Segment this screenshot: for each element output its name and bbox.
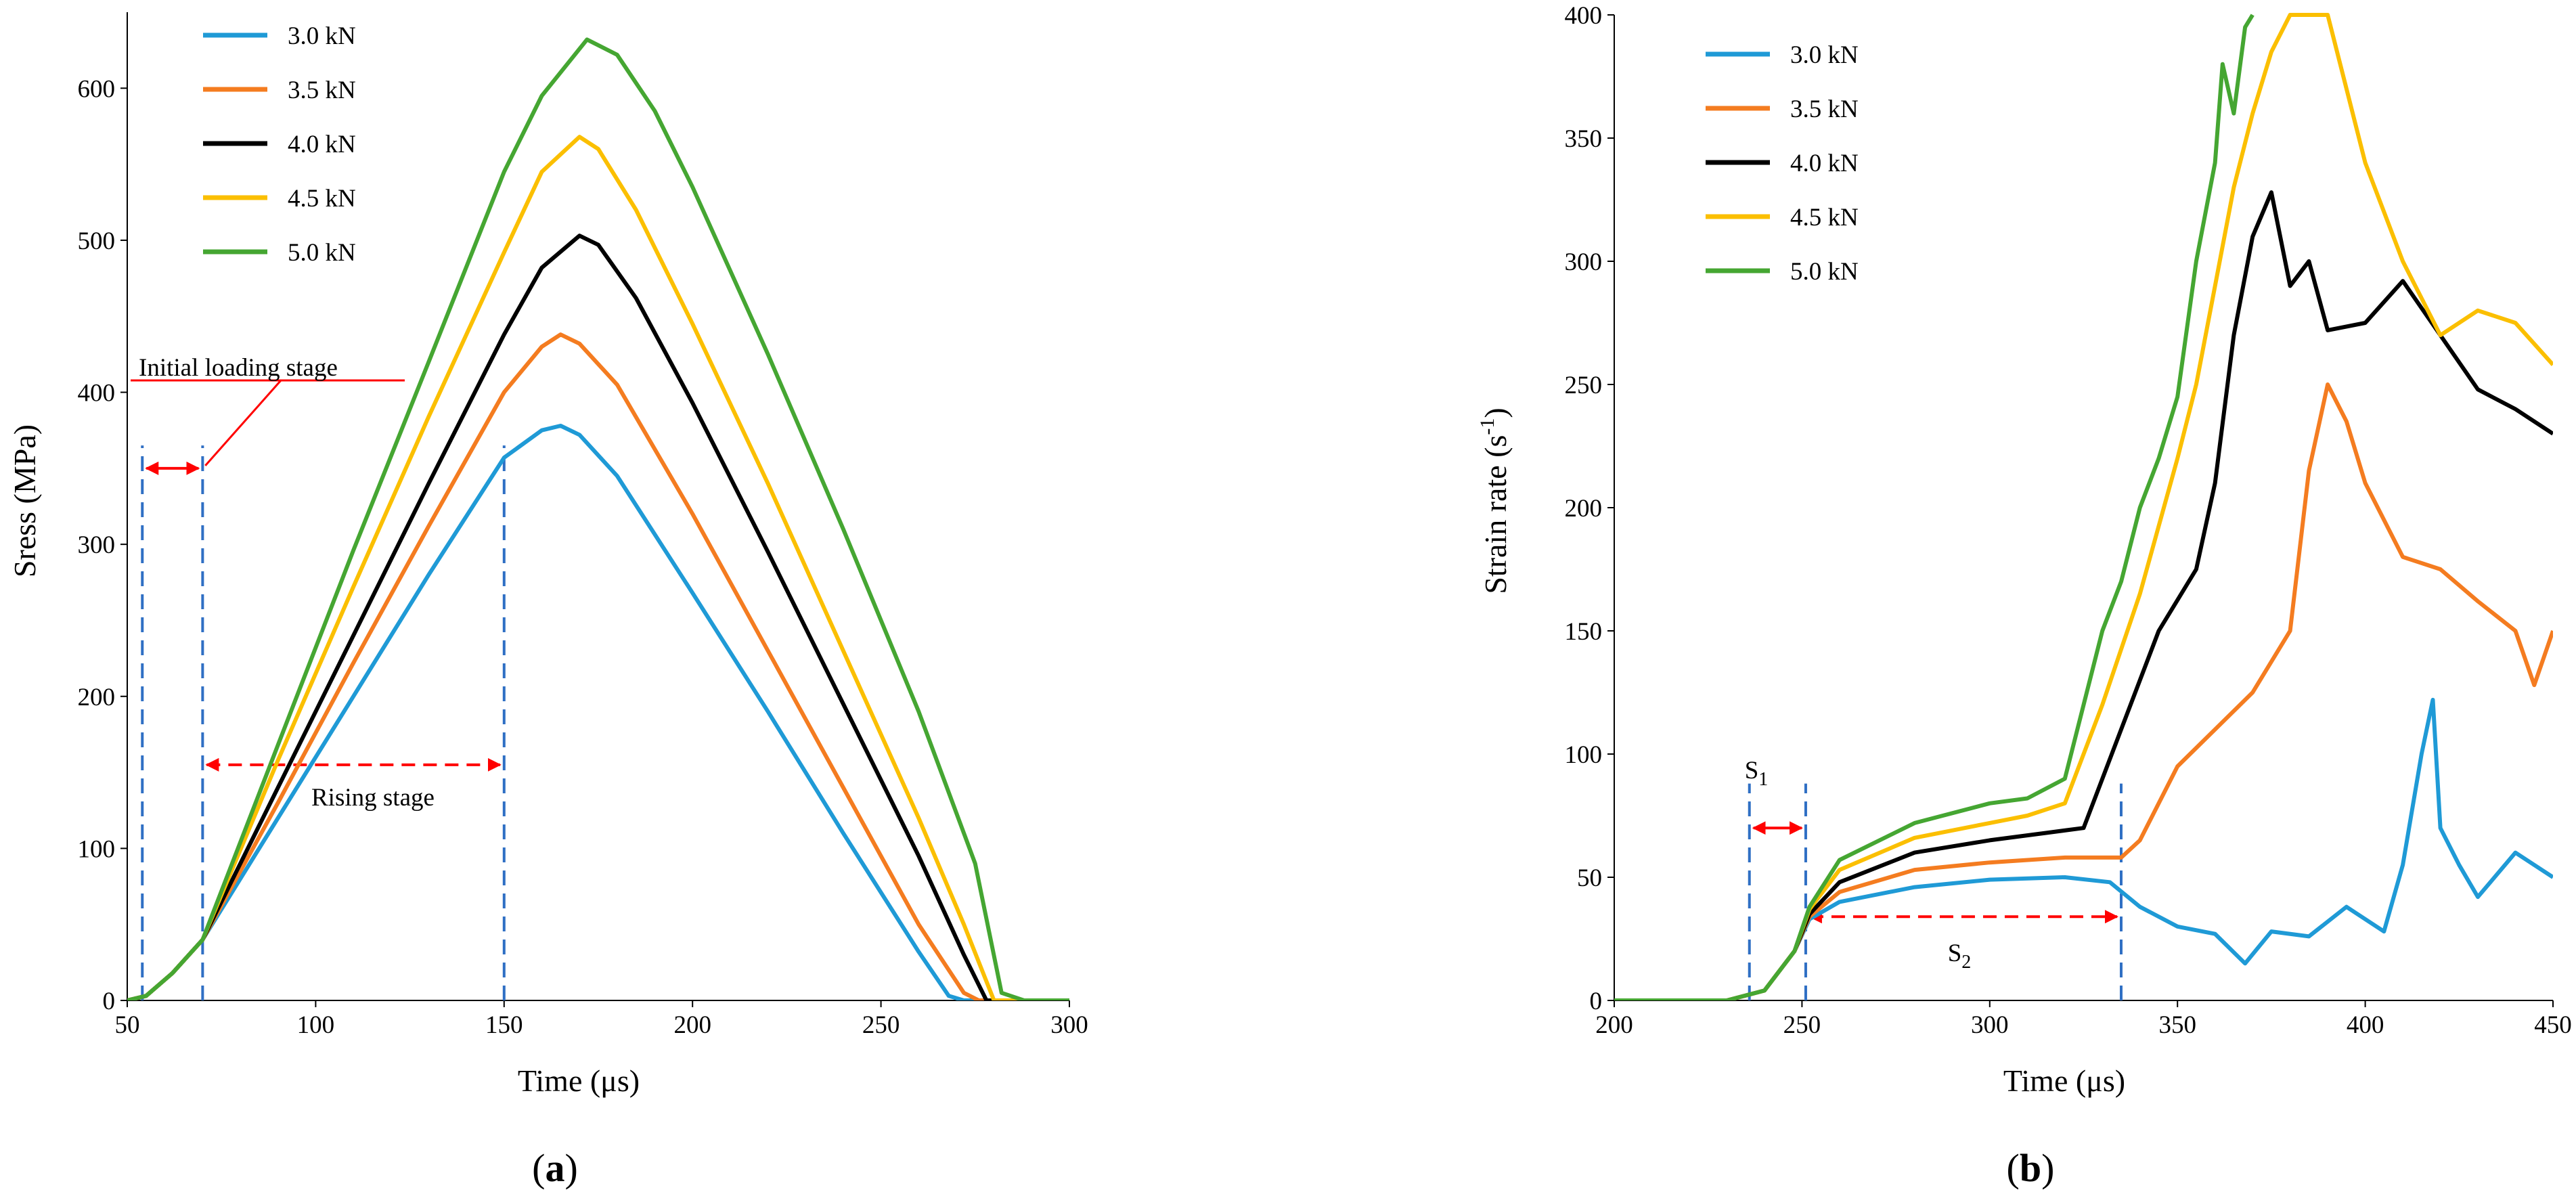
b-annotation-s1: S1 [1745, 757, 1769, 790]
a-annotation-rising-stage: Rising stage [311, 784, 435, 812]
b-y-tick-label: 250 [1565, 372, 1603, 399]
b-series-line-4-0-kn [1614, 190, 2553, 1000]
a-x-tick-label: 150 [485, 1011, 523, 1039]
a-annotation-initial-loading: Initial loading stage [139, 354, 338, 382]
a-series-line-4-0-kn [127, 234, 1069, 1000]
a-x-tick-label: 200 [673, 1011, 711, 1039]
b-y-tick-label: 50 [1577, 864, 1602, 892]
a-panel-letter: a [546, 1146, 565, 1190]
a-series-group [127, 37, 1069, 1000]
b-y-tick-label: 150 [1565, 618, 1603, 646]
b-annotation-s2: S2 [1948, 940, 1972, 973]
b-legend: 3.0 kN 3.5 kN 4.0 kN 4.5 kN 5.0 kN [1706, 41, 1859, 286]
a-series-line-3-5-kn [127, 332, 1069, 1000]
a-y-tick-label: 0 [103, 988, 116, 1015]
b-legend-label-4-0-kn: 4.0 kN [1790, 150, 1859, 177]
a-ticks: 50 100 150 200 250 300 0 100 200 300 400 500 600 [78, 75, 1088, 1039]
a-series-line-4-5-kn [127, 135, 1069, 1000]
b-x-tick-label: 200 [1595, 1011, 1633, 1039]
a-legend-label-5-0-kn: 5.0 kN [288, 239, 356, 267]
a-annotation-marks [131, 379, 506, 1000]
a-series-line-5-0-kn [127, 37, 1069, 1000]
b-legend-label-4-5-kn: 4.5 kN [1790, 204, 1859, 231]
a-y-tick-label: 600 [78, 75, 116, 103]
b-x-axis-title: Time (μs) [2003, 1063, 2125, 1098]
b-legend-label-3-0-kn: 3.0 kN [1790, 41, 1859, 69]
a-y-tick-label: 100 [78, 835, 116, 863]
a-panel-label: (a) [532, 1146, 578, 1190]
b-y-tick-label: 400 [1565, 2, 1603, 30]
a-y-axis-title: Sress (MPa) [7, 424, 42, 577]
b-y-tick-label: 300 [1565, 248, 1603, 276]
b-series-line-4-5-kn [1614, 13, 2553, 1000]
b-series-line-5-0-kn [1614, 14, 2255, 1000]
a-x-tick-label: 300 [1050, 1011, 1088, 1039]
b-x-tick-label: 300 [1971, 1011, 2009, 1039]
b-x-tick-label: 350 [2158, 1011, 2196, 1039]
a-x-axis-title: Time (μs) [518, 1063, 640, 1098]
a-series-line-3-0-kn [127, 424, 1069, 1000]
b-y-tick-label: 100 [1565, 741, 1603, 769]
b-x-tick-label: 450 [2534, 1011, 2572, 1039]
b-y-axis-title: Strain rate (s-1) [1476, 407, 1513, 594]
a-callout-leader [204, 380, 282, 466]
b-panel-letter: b [2020, 1146, 2041, 1190]
b-y-tick-label: 0 [1590, 988, 1603, 1015]
b-series-line-3-5-kn [1614, 382, 2553, 1000]
b-series-line-3-0-kn [1614, 697, 2553, 1000]
b-legend-label-3-5-kn: 3.5 kN [1790, 95, 1859, 123]
a-legend-label-4-0-kn: 4.0 kN [288, 131, 356, 158]
a-y-tick-label: 400 [78, 380, 116, 407]
a-axes [127, 12, 1069, 1001]
a-legend-label-3-0-kn: 3.0 kN [288, 22, 356, 50]
b-legend-label-5-0-kn: 5.0 kN [1790, 258, 1859, 286]
a-y-tick-label: 300 [78, 531, 116, 559]
b-x-tick-label: 250 [1783, 1011, 1821, 1039]
a-y-tick-label: 200 [78, 684, 116, 711]
a-legend-label-3-5-kn: 3.5 kN [288, 76, 356, 104]
b-x-tick-label: 400 [2347, 1011, 2384, 1039]
chart-panel-b: 200 250 300 350 400 450 0 50 100 150 200 250 300 350 4… [1476, 2, 2572, 1190]
b-annotation-marks [1748, 783, 2123, 1000]
b-y-tick-label: 350 [1565, 125, 1603, 153]
chart-panel-a: 50 100 150 200 250 300 0 100 200 300 400 500 600 3.0… [7, 12, 1088, 1190]
b-panel-label: (b) [2007, 1146, 2055, 1190]
a-x-tick-label: 50 [115, 1011, 140, 1039]
a-x-tick-label: 100 [297, 1011, 335, 1039]
a-legend-label-4-5-kn: 4.5 kN [288, 185, 356, 213]
b-y-tick-label: 200 [1565, 495, 1603, 523]
a-legend: 3.0 kN 3.5 kN 4.0 kN 4.5 kN 5.0 kN [203, 22, 356, 267]
a-x-tick-label: 250 [862, 1011, 900, 1039]
b-axes [1614, 15, 2553, 1001]
b-series-group [1614, 13, 2553, 1000]
b-ticks: 200 250 300 350 400 450 0 50 100 150 200 250 300 350 4… [1565, 2, 2572, 1039]
a-y-tick-label: 500 [78, 227, 116, 255]
